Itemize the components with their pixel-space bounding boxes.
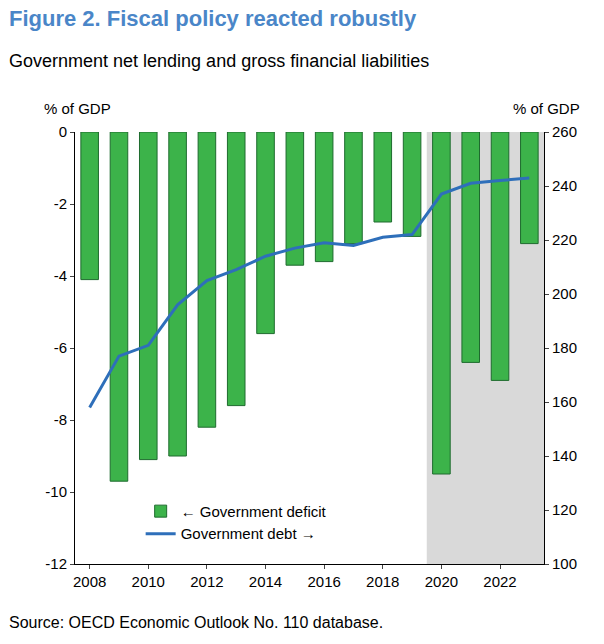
svg-text:220: 220 (552, 231, 577, 248)
svg-text:2018: 2018 (366, 573, 399, 590)
svg-text:-4: -4 (54, 267, 67, 284)
svg-text:-10: -10 (45, 483, 67, 500)
svg-text:200: 200 (552, 285, 577, 302)
svg-text:-2: -2 (54, 195, 67, 212)
svg-text:240: 240 (552, 177, 577, 194)
svg-text:-12: -12 (45, 555, 67, 572)
svg-text:180: 180 (552, 339, 577, 356)
svg-text:-8: -8 (54, 411, 67, 428)
svg-text:2010: 2010 (132, 573, 165, 590)
svg-text:140: 140 (552, 447, 577, 464)
svg-text:Figure 2. Fiscal policy reacte: Figure 2. Fiscal policy reacted robustly (9, 6, 417, 31)
svg-text:Government debt →: Government debt → (181, 525, 316, 542)
svg-text:2020: 2020 (425, 573, 458, 590)
svg-text:-6: -6 (54, 339, 67, 356)
svg-text:% of GDP: % of GDP (44, 100, 111, 117)
svg-text:160: 160 (552, 393, 577, 410)
svg-text:2012: 2012 (190, 573, 223, 590)
svg-text:100: 100 (552, 555, 577, 572)
svg-text:% of GDP: % of GDP (513, 100, 580, 117)
svg-text:260: 260 (552, 123, 577, 140)
svg-text:2022: 2022 (483, 573, 516, 590)
svg-text:120: 120 (552, 501, 577, 518)
svg-text:Source: OECD Economic Outlook: Source: OECD Economic Outlook No. 110 da… (9, 614, 383, 631)
svg-text:← Government deficit: ← Government deficit (181, 503, 327, 520)
svg-text:2016: 2016 (307, 573, 340, 590)
svg-text:2008: 2008 (73, 573, 106, 590)
svg-text:0: 0 (59, 123, 67, 140)
svg-text:Government net lending and gro: Government net lending and gross financi… (9, 51, 429, 71)
svg-text:2014: 2014 (249, 573, 282, 590)
